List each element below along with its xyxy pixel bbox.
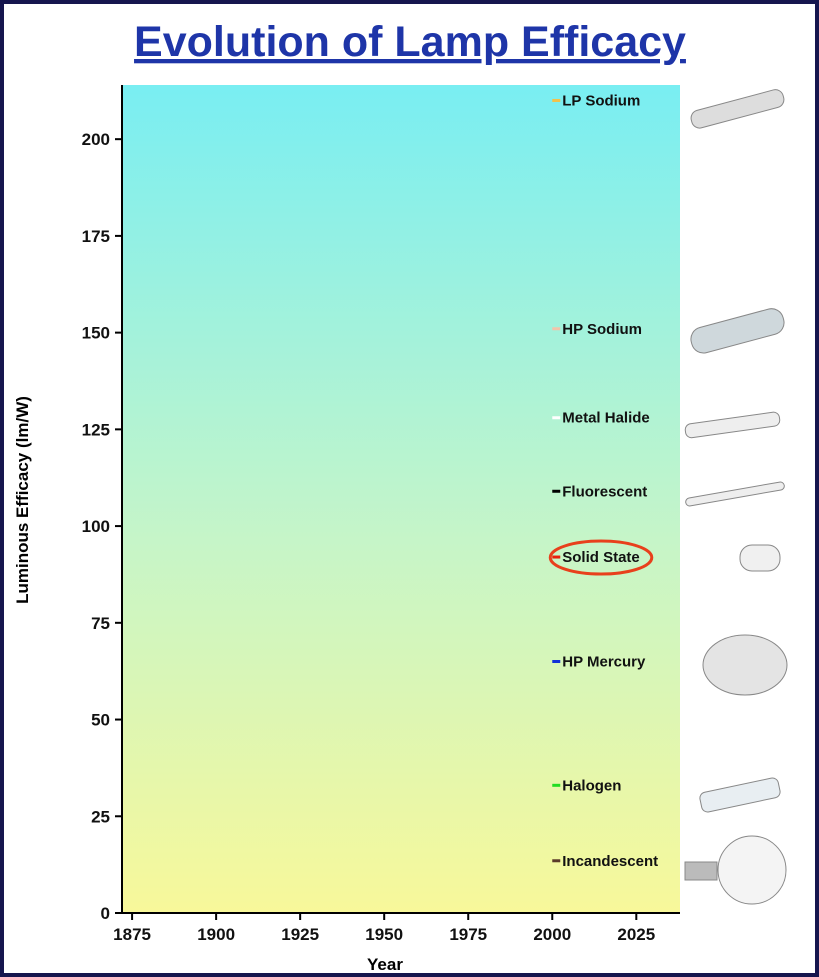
series-label: Solid State xyxy=(562,549,640,566)
series-label: Fluorescent xyxy=(562,483,647,500)
x-tick-label: 2025 xyxy=(617,925,655,944)
lamp-halogen xyxy=(699,777,781,813)
lamp-icons xyxy=(684,88,787,904)
series-label: Metal Halide xyxy=(562,410,650,427)
lamp-incandescent-base xyxy=(685,862,717,880)
y-tick-label: 150 xyxy=(82,324,110,343)
y-tick-label: 175 xyxy=(82,227,110,246)
lamp-hp-mercury xyxy=(703,635,787,695)
lamp-incandescent xyxy=(718,836,786,904)
lamp-led xyxy=(740,545,780,571)
x-axis-label: Year xyxy=(367,955,403,974)
lamp-fluorescent xyxy=(685,481,785,506)
x-tick-label: 1925 xyxy=(281,925,319,944)
x-tick-label: 1900 xyxy=(197,925,235,944)
x-tick-label: 1975 xyxy=(449,925,487,944)
lamp-lp-sodium xyxy=(689,88,785,130)
x-tick-label: 2000 xyxy=(533,925,571,944)
y-tick-label: 125 xyxy=(82,420,110,439)
y-axis-label: Luminous Efficacy (lm/W) xyxy=(13,396,32,604)
series-label: Incandescent xyxy=(562,853,658,870)
x-tick-label: 1875 xyxy=(113,925,151,944)
y-tick-label: 75 xyxy=(91,614,110,633)
series-label: LP Sodium xyxy=(562,92,640,109)
y-tick-label: 200 xyxy=(82,130,110,149)
y-tick-label: 100 xyxy=(82,517,110,536)
series-label: Halogen xyxy=(562,777,621,794)
y-tick-label: 25 xyxy=(91,807,110,826)
series-label: HP Mercury xyxy=(562,654,646,671)
y-tick-label: 0 xyxy=(101,904,110,923)
series-label: HP Sodium xyxy=(562,321,642,338)
x-tick-label: 1950 xyxy=(365,925,403,944)
chart-title: Evolution of Lamp Efficacy xyxy=(134,18,686,66)
chart: Evolution of Lamp Efficacy Luminous Effi… xyxy=(0,0,819,977)
y-tick-label: 50 xyxy=(91,711,110,730)
lamp-metal-halide xyxy=(684,411,780,438)
lamp-hp-sodium xyxy=(688,306,786,356)
